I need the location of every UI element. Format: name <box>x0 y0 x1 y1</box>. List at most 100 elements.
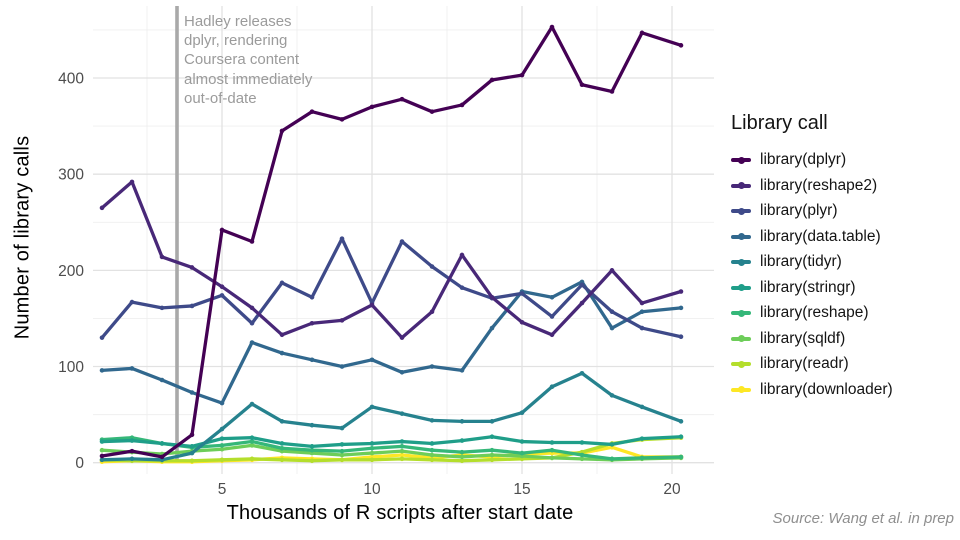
data-point <box>339 236 345 241</box>
data-point <box>678 434 684 440</box>
data-point <box>429 452 435 458</box>
data-point <box>678 289 684 294</box>
data-point <box>129 438 135 443</box>
data-point <box>639 309 645 315</box>
y-tick-label: 100 <box>58 359 84 376</box>
data-point <box>339 452 345 458</box>
legend-key-icon <box>731 306 751 320</box>
data-point <box>189 390 195 395</box>
data-point <box>249 443 255 448</box>
legend-key-icon <box>731 332 751 346</box>
legend-key-icon <box>731 255 751 269</box>
data-point <box>549 332 555 338</box>
legend-rows: library(dplyr) library(reshape2) library(p… <box>731 151 957 399</box>
legend-key-icon <box>731 281 751 295</box>
data-point <box>459 438 465 443</box>
series-line <box>100 236 683 340</box>
legend-item: library(readr) <box>731 355 957 373</box>
data-point <box>279 280 285 286</box>
series-line <box>100 180 683 340</box>
annotation-text: Hadley releases dplyr, rendering Courser… <box>184 13 313 107</box>
data-point <box>369 302 375 308</box>
series-library(dplyr) <box>99 24 684 460</box>
series-line <box>100 280 683 405</box>
legend-item-label: library(sqldf) <box>760 329 846 347</box>
data-point <box>399 456 405 462</box>
data-point <box>609 325 615 331</box>
data-point <box>459 449 465 455</box>
data-point <box>189 265 195 270</box>
series-line <box>100 435 683 449</box>
legend-item: library(sqldf) <box>731 330 957 348</box>
legend-item: library(reshape) <box>731 304 957 322</box>
data-point <box>339 442 345 447</box>
data-point <box>249 401 255 407</box>
data-point <box>579 370 585 376</box>
data-point <box>309 320 315 326</box>
data-point <box>219 284 225 290</box>
data-point <box>99 457 105 463</box>
data-point <box>579 440 585 445</box>
data-point <box>519 319 525 325</box>
data-point <box>339 364 345 369</box>
data-point <box>579 456 585 462</box>
data-point <box>489 325 495 331</box>
data-point <box>399 444 405 449</box>
data-point <box>369 357 375 363</box>
data-point <box>249 456 255 462</box>
data-point <box>99 205 105 211</box>
data-point <box>249 340 255 345</box>
y-tick-label: 400 <box>58 71 84 88</box>
data-point <box>549 384 555 390</box>
data-point <box>459 458 465 464</box>
data-point <box>549 447 555 453</box>
data-point <box>459 102 465 108</box>
y-axis-title: Number of library calls <box>11 135 34 340</box>
data-point <box>129 366 135 371</box>
x-tick-label: 20 <box>663 481 681 498</box>
y-tick-label: 200 <box>58 263 84 280</box>
data-point <box>279 128 285 134</box>
data-point <box>249 320 255 326</box>
data-point <box>549 455 555 461</box>
data-point <box>429 109 435 114</box>
data-point <box>579 282 585 288</box>
data-point <box>609 309 615 315</box>
data-point <box>429 418 435 423</box>
data-point <box>189 432 195 438</box>
data-point <box>99 439 105 444</box>
data-point <box>579 82 585 88</box>
data-point <box>579 300 585 306</box>
data-point <box>678 454 684 460</box>
data-point <box>519 439 525 444</box>
data-point <box>369 450 375 456</box>
legend-key-icon <box>731 383 751 397</box>
data-point <box>489 77 495 83</box>
data-point <box>369 441 375 446</box>
series-library(plyr) <box>99 236 684 340</box>
data-point <box>189 458 195 464</box>
data-point <box>129 456 135 462</box>
y-tick-label: 300 <box>58 167 84 184</box>
data-point <box>339 117 345 122</box>
data-point <box>489 434 495 440</box>
data-point <box>369 445 375 451</box>
data-point <box>309 444 315 449</box>
legend-item: library(stringr) <box>731 279 957 297</box>
legend-item-label: library(plyr) <box>760 202 838 219</box>
data-point <box>399 439 405 444</box>
data-point <box>609 442 615 447</box>
data-point <box>129 179 135 185</box>
y-tick-label: 0 <box>75 455 84 472</box>
data-point <box>309 422 315 428</box>
series-line <box>100 371 683 462</box>
data-point <box>519 410 525 415</box>
data-point <box>609 393 615 398</box>
data-point <box>279 441 285 446</box>
legend-key-icon <box>731 230 751 244</box>
data-point <box>639 30 645 36</box>
data-point <box>678 419 684 424</box>
data-point <box>459 419 465 424</box>
data-point <box>309 357 315 363</box>
data-point <box>678 305 684 311</box>
